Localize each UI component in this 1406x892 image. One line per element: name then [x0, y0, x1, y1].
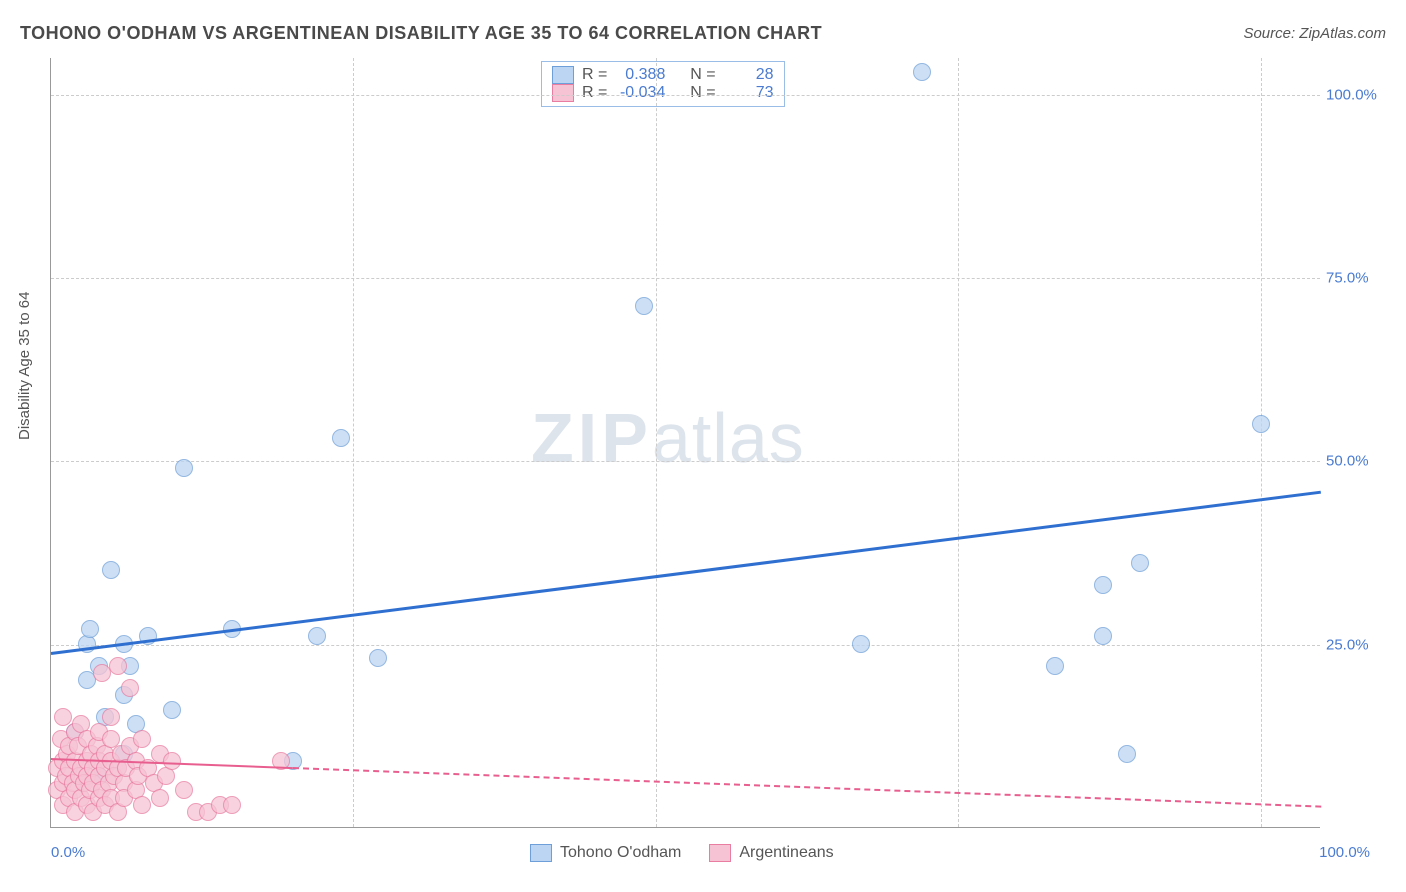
data-point [223, 796, 241, 814]
gridline-vertical [1261, 58, 1262, 827]
r-value: 0.388 [615, 66, 665, 84]
gridline-horizontal [51, 461, 1320, 462]
legend-swatch [552, 84, 574, 102]
n-label: N = [690, 66, 715, 84]
legend-swatch [709, 844, 731, 862]
correlation-legend: R = 0.388 N = 28 R = -0.034 N = 73 [541, 61, 785, 107]
legend-row: R = 0.388 N = 28 [552, 66, 774, 84]
legend-swatch [530, 844, 552, 862]
legend-row: R = -0.034 N = 73 [552, 84, 774, 102]
data-point [635, 297, 653, 315]
data-point [121, 679, 139, 697]
data-point [109, 657, 127, 675]
data-point [1252, 415, 1270, 433]
y-tick-label: 75.0% [1326, 270, 1378, 287]
data-point [175, 459, 193, 477]
data-point [151, 789, 169, 807]
data-point [1118, 745, 1136, 763]
data-point [102, 708, 120, 726]
r-label: R = [582, 84, 607, 102]
data-point [1046, 657, 1064, 675]
data-point [1131, 554, 1149, 572]
data-point [133, 796, 151, 814]
n-value: 73 [724, 84, 774, 102]
y-tick-label: 50.0% [1326, 453, 1378, 470]
data-point [163, 701, 181, 719]
data-point [81, 620, 99, 638]
data-point [163, 752, 181, 770]
chart-area: ZIPatlas R = 0.388 N = 28R = -0.034 N = 73 2… [50, 58, 1370, 828]
x-tick-label: 100.0% [1319, 844, 1370, 861]
r-value: -0.034 [615, 84, 665, 102]
n-label: N = [690, 84, 715, 102]
data-point [308, 627, 326, 645]
gridline-vertical [656, 58, 657, 827]
trend-line [293, 767, 1321, 808]
gridline-horizontal [51, 278, 1320, 279]
r-label: R = [582, 66, 607, 84]
legend-label: Argentineans [739, 844, 833, 862]
y-axis-label: Disability Age 35 to 64 [16, 292, 33, 440]
data-point [852, 635, 870, 653]
watermark: ZIPatlas [531, 398, 805, 478]
data-point [133, 730, 151, 748]
legend-swatch [552, 66, 574, 84]
plot-region: ZIPatlas R = 0.388 N = 28R = -0.034 N = 73 2… [50, 58, 1320, 828]
gridline-horizontal [51, 95, 1320, 96]
n-value: 28 [724, 66, 774, 84]
data-point [1094, 627, 1112, 645]
y-tick-label: 100.0% [1326, 86, 1378, 103]
legend-item: Tohono O'odham [530, 844, 681, 862]
data-point [332, 429, 350, 447]
data-point [369, 649, 387, 667]
chart-source: Source: ZipAtlas.com [1243, 25, 1386, 42]
data-point [1094, 576, 1112, 594]
chart-header: TOHONO O'ODHAM VS ARGENTINEAN DISABILITY… [20, 18, 1386, 48]
series-legend: Tohono O'odham Argentineans [530, 844, 834, 862]
x-tick-label: 0.0% [51, 844, 85, 861]
y-tick-label: 25.0% [1326, 636, 1378, 653]
gridline-horizontal [51, 645, 1320, 646]
gridline-vertical [958, 58, 959, 827]
data-point [175, 781, 193, 799]
trend-line [51, 491, 1321, 655]
data-point [102, 561, 120, 579]
data-point [913, 63, 931, 81]
legend-item: Argentineans [709, 844, 833, 862]
legend-label: Tohono O'odham [560, 844, 681, 862]
chart-title: TOHONO O'ODHAM VS ARGENTINEAN DISABILITY… [20, 23, 822, 44]
gridline-vertical [353, 58, 354, 827]
